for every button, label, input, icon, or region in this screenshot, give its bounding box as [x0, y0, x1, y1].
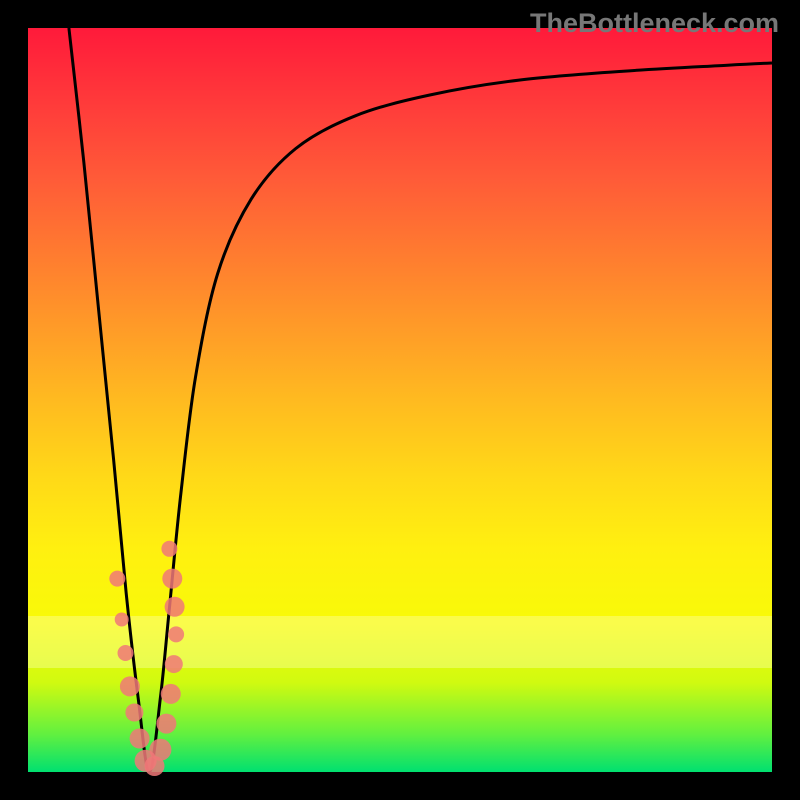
data-point [120, 676, 140, 696]
data-point [115, 613, 129, 627]
data-point [168, 626, 184, 642]
data-point [161, 541, 177, 557]
data-point [165, 655, 183, 673]
data-point [162, 569, 182, 589]
chart-container: TheBottleneck.com [0, 0, 800, 800]
data-point [130, 729, 150, 749]
data-point [161, 684, 181, 704]
data-points [109, 541, 184, 776]
curve-layer [0, 0, 800, 800]
data-point [156, 714, 176, 734]
data-point [118, 645, 134, 661]
data-point [125, 704, 143, 722]
data-point [165, 597, 185, 617]
data-point [145, 756, 165, 776]
data-point [109, 571, 125, 587]
